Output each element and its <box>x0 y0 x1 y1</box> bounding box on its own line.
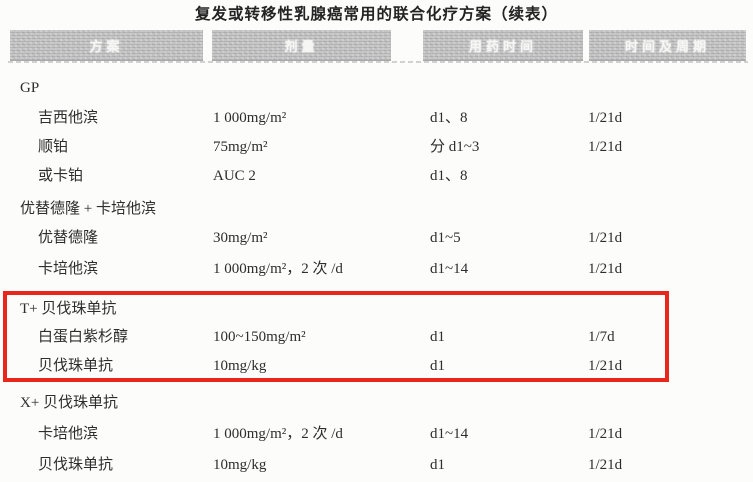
table-row: 贝伐珠单抗 10mg/kg d1 1/21d <box>0 355 753 377</box>
table-row: 卡培他滨 1 000mg/m²，2 次 /d d1~14 1/21d <box>0 423 753 445</box>
cell-regimen: 卡培他滨 <box>38 261 99 277</box>
cell-regimen: 优替德隆 + 卡培他滨 <box>20 201 156 217</box>
section-row-utidelone-capecitabine: 优替德隆 + 卡培他滨 <box>0 198 753 220</box>
cell-schedule: 分 d1~3 <box>430 139 480 155</box>
cell-dose: 10mg/kg <box>213 457 267 473</box>
cell-schedule: d1~14 <box>430 261 469 277</box>
table-row: 或卡铂 AUC 2 d1、8 <box>0 165 753 187</box>
cell-regimen: X+ 贝伐珠单抗 <box>20 395 119 411</box>
table-row: 贝伐珠单抗 10mg/kg d1 1/21d <box>0 454 753 476</box>
cell-dose: 10mg/kg <box>213 358 267 374</box>
table-row: 白蛋白紫杉醇 100~150mg/m² d1 1/7d <box>0 326 753 348</box>
table-row: 顺铂 75mg/m² 分 d1~3 1/21d <box>0 136 753 158</box>
table-row: 优替德隆 30mg/m² d1~5 1/21d <box>0 227 753 249</box>
cell-dose: 1 000mg/m²，2 次 /d <box>213 426 343 442</box>
cell-dose: 1 000mg/m² <box>213 110 287 126</box>
cell-cycle: 1/21d <box>588 230 623 246</box>
header-underline <box>8 61 748 63</box>
col-header-schedule-label: 用药时间 <box>468 38 537 54</box>
cell-dose: 30mg/m² <box>213 230 268 246</box>
col-header-regimen-label: 方案 <box>89 38 124 54</box>
section-row-t-bevacizumab: T+ 贝伐珠单抗 <box>0 298 753 320</box>
cell-cycle: 1/21d <box>588 139 623 155</box>
cell-dose: 75mg/m² <box>213 139 268 155</box>
col-header-dose-label: 剂量 <box>284 38 319 54</box>
cell-cycle: 1/21d <box>588 457 623 473</box>
cell-dose: AUC 2 <box>213 168 256 184</box>
cell-regimen: GP <box>20 80 40 96</box>
cell-schedule: d1~14 <box>430 426 469 442</box>
cell-schedule: d1 <box>430 329 445 345</box>
cell-regimen: 贝伐珠单抗 <box>38 457 114 473</box>
cell-schedule: d1、8 <box>430 110 468 126</box>
cell-regimen: 或卡铂 <box>38 168 84 184</box>
cell-cycle: 1/21d <box>588 426 623 442</box>
cell-cycle: 1/21d <box>588 110 623 126</box>
cell-schedule: d1 <box>430 358 445 374</box>
cell-regimen: 卡培他滨 <box>38 426 99 442</box>
cell-regimen: 吉西他滨 <box>38 110 99 126</box>
table-row: 吉西他滨 1 000mg/m² d1、8 1/21d <box>0 107 753 129</box>
cell-schedule: d1、8 <box>430 168 468 184</box>
col-header-dose: 剂量 <box>212 30 391 61</box>
cell-regimen: 优替德隆 <box>38 230 99 246</box>
cell-regimen: 白蛋白紫杉醇 <box>38 329 129 345</box>
cell-regimen: T+ 贝伐珠单抗 <box>20 301 117 317</box>
cell-cycle: 1/7d <box>588 329 615 345</box>
cell-dose: 1 000mg/m²，2 次 /d <box>213 261 343 277</box>
section-row-gp: GP <box>0 77 753 99</box>
cell-regimen: 顺铂 <box>38 139 69 155</box>
col-header-cycle: 时间及周期 <box>589 30 746 61</box>
cell-dose: 100~150mg/m² <box>213 329 306 345</box>
cell-schedule: d1~5 <box>430 230 461 246</box>
cell-regimen: 贝伐珠单抗 <box>38 358 114 374</box>
col-header-schedule: 用药时间 <box>423 30 583 61</box>
cell-cycle: 1/21d <box>588 261 623 277</box>
page-title: 复发或转移性乳腺癌常用的联合化疗方案（续表） <box>194 6 558 23</box>
cell-cycle: 1/21d <box>588 358 623 374</box>
section-row-x-bevacizumab: X+ 贝伐珠单抗 <box>0 392 753 414</box>
table-row: 卡培他滨 1 000mg/m²，2 次 /d d1~14 1/21d <box>0 258 753 280</box>
col-header-regimen: 方案 <box>10 30 203 61</box>
col-header-cycle-label: 时间及周期 <box>624 38 710 54</box>
cell-schedule: d1 <box>430 457 445 473</box>
